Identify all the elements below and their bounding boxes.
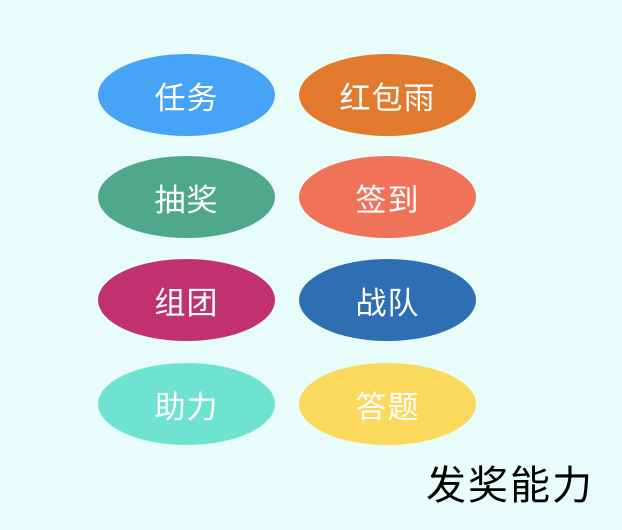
diagram-caption: 发奖能力 <box>426 463 594 509</box>
bubble-quiz: 答题 <box>299 363 476 445</box>
bubble-lottery: 抽奖 <box>98 156 275 238</box>
bubble-red-envelope-rain: 红包雨 <box>299 54 476 136</box>
bubble-group-up: 组团 <box>98 259 275 341</box>
bubble-task: 任务 <box>98 54 275 136</box>
bubble-assist: 助力 <box>98 363 275 445</box>
bubble-team: 战队 <box>299 259 476 341</box>
bubble-check-in: 签到 <box>299 156 476 238</box>
